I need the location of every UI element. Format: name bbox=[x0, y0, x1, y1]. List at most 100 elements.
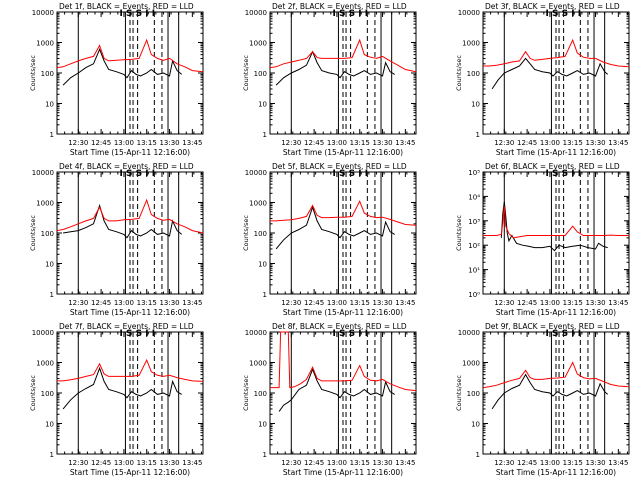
x-tick-label: 13:45 bbox=[608, 299, 628, 307]
x-tick-label: 13:45 bbox=[182, 139, 202, 147]
y-tick-label: 10¹ bbox=[468, 267, 480, 275]
y-tick-label: 10 bbox=[258, 421, 267, 429]
x-axis-label: Start Time (15-Apr-11 12:16:00) bbox=[283, 468, 403, 477]
y-tick-label: 10000 bbox=[32, 329, 54, 337]
x-tick-label: 13:45 bbox=[182, 299, 202, 307]
y-tick-label: 10000 bbox=[245, 329, 267, 337]
y-tick-label: 1000 bbox=[249, 40, 267, 48]
x-tick-label: 13:00 bbox=[327, 139, 347, 147]
x-tick-label: 13:30 bbox=[159, 299, 179, 307]
y-tick-label: 10 bbox=[45, 101, 54, 109]
y-tick-label: 1 bbox=[50, 451, 54, 459]
interval-top-label: I S S I I bbox=[333, 329, 369, 339]
x-tick-label: 13:00 bbox=[114, 299, 134, 307]
x-tick-label: 13:45 bbox=[608, 139, 628, 147]
y-tick-label: 100 bbox=[254, 390, 267, 398]
y-tick-label: 100 bbox=[467, 390, 480, 398]
y-tick-label: 100 bbox=[41, 230, 54, 238]
detector-panel: 1 10 100 1000 10000 12:30 12:45 13:00 13:15 13:30… bbox=[455, 322, 630, 477]
y-tick-label: 100 bbox=[41, 390, 54, 398]
x-axis-label: Start Time (15-Apr-11 12:16:00) bbox=[70, 308, 190, 317]
x-tick-label: 12:45 bbox=[304, 299, 324, 307]
interval-top-label: I S S I I bbox=[120, 169, 156, 179]
y-tick-label: 1 bbox=[263, 291, 267, 299]
y-tick-label: 100 bbox=[254, 230, 267, 238]
x-tick-label: 13:30 bbox=[372, 139, 392, 147]
x-tick-label: 13:30 bbox=[159, 139, 179, 147]
interval-top-label: I S S I I bbox=[546, 329, 582, 339]
y-tick-label: 10 bbox=[471, 421, 480, 429]
events-series-line bbox=[491, 57, 609, 90]
events-series-line bbox=[491, 373, 609, 410]
x-tick-label: 12:30 bbox=[68, 139, 88, 147]
y-tick-label: 10 bbox=[258, 261, 267, 269]
events-series-line bbox=[63, 203, 183, 239]
x-axis-label: Start Time (15-Apr-11 12:16:00) bbox=[70, 468, 190, 477]
lld-series-line bbox=[270, 331, 417, 392]
x-tick-label: 13:15 bbox=[563, 459, 583, 467]
y-tick-label: 1000 bbox=[462, 40, 480, 48]
events-series-line bbox=[500, 201, 608, 252]
x-tick-label: 12:30 bbox=[494, 139, 514, 147]
y-tick-label: 10⁵ bbox=[468, 169, 480, 177]
interval-top-label: I S S I I bbox=[120, 9, 156, 19]
y-tick-label: 10000 bbox=[32, 169, 54, 177]
x-tick-label: 13:15 bbox=[137, 459, 157, 467]
y-tick-label: 100 bbox=[467, 70, 480, 78]
detector-panel: 1 10 100 1000 10000 12:30 12:45 13:00 13:15 13:30… bbox=[455, 2, 630, 157]
y-tick-label: 10⁰ bbox=[468, 291, 480, 299]
y-tick-label: 1000 bbox=[249, 360, 267, 368]
y-tick-label: 1 bbox=[50, 291, 54, 299]
lld-series-line bbox=[270, 199, 417, 226]
y-axis-label: Counts/sec bbox=[29, 215, 37, 251]
events-series-line bbox=[275, 50, 395, 86]
y-axis-label: Counts/sec bbox=[242, 55, 250, 91]
x-tick-label: 13:15 bbox=[137, 139, 157, 147]
y-tick-label: 10² bbox=[468, 242, 480, 250]
y-axis-label: Counts/sec bbox=[455, 215, 463, 251]
x-tick-label: 13:15 bbox=[350, 139, 370, 147]
y-tick-label: 10 bbox=[471, 101, 480, 109]
panel-title: Det 8f, BLACK = Events, RED = LLD bbox=[272, 322, 407, 331]
y-axis-label: Counts/sec bbox=[455, 55, 463, 91]
detector-panel: 1 10 100 1000 10000 12:30 12:45 13:00 13:15 13:30… bbox=[29, 162, 204, 317]
lld-series-line bbox=[482, 361, 630, 389]
y-tick-label: 1 bbox=[50, 131, 54, 139]
panel-title: Det 5f, BLACK = Events, RED = LLD bbox=[272, 162, 407, 171]
events-series-line bbox=[278, 367, 395, 412]
x-tick-label: 12:30 bbox=[494, 299, 514, 307]
panel-title: Det 7f, BLACK = Events, RED = LLD bbox=[59, 322, 194, 331]
lld-series-line bbox=[269, 38, 417, 73]
x-tick-label: 13:00 bbox=[540, 139, 560, 147]
x-tick-label: 13:30 bbox=[585, 459, 605, 467]
x-tick-label: 12:45 bbox=[91, 299, 111, 307]
y-tick-label: 10000 bbox=[32, 9, 54, 17]
y-tick-label: 100 bbox=[254, 70, 267, 78]
x-tick-label: 13:00 bbox=[540, 299, 560, 307]
x-tick-label: 12:45 bbox=[304, 459, 324, 467]
x-tick-label: 12:30 bbox=[281, 299, 301, 307]
x-tick-label: 13:00 bbox=[327, 459, 347, 467]
panel-title: Det 1f, BLACK = Events, RED = LLD bbox=[59, 2, 194, 11]
y-tick-label: 10000 bbox=[245, 169, 267, 177]
x-tick-label: 13:45 bbox=[395, 459, 415, 467]
x-tick-label: 12:45 bbox=[517, 459, 537, 467]
x-tick-label: 13:30 bbox=[159, 459, 179, 467]
detector-panel: 1 10 100 1000 10000 12:30 12:45 13:00 13:15 13:30… bbox=[242, 322, 417, 477]
y-tick-label: 1000 bbox=[36, 40, 54, 48]
x-tick-label: 13:45 bbox=[395, 139, 415, 147]
y-axis-label: Counts/sec bbox=[242, 375, 250, 411]
y-tick-label: 1000 bbox=[36, 200, 54, 208]
x-tick-label: 13:30 bbox=[372, 459, 392, 467]
x-tick-label: 13:15 bbox=[350, 459, 370, 467]
x-tick-label: 13:00 bbox=[327, 299, 347, 307]
y-tick-label: 10 bbox=[258, 101, 267, 109]
y-tick-label: 10000 bbox=[458, 9, 480, 17]
x-axis-label: Start Time (15-Apr-11 12:16:00) bbox=[496, 148, 616, 157]
interval-top-label: I S S I I bbox=[333, 9, 369, 19]
x-tick-label: 13:45 bbox=[395, 299, 415, 307]
lld-series-line bbox=[483, 206, 629, 239]
lld-series-line bbox=[56, 38, 204, 73]
x-tick-label: 13:30 bbox=[585, 139, 605, 147]
x-tick-label: 12:45 bbox=[91, 139, 111, 147]
